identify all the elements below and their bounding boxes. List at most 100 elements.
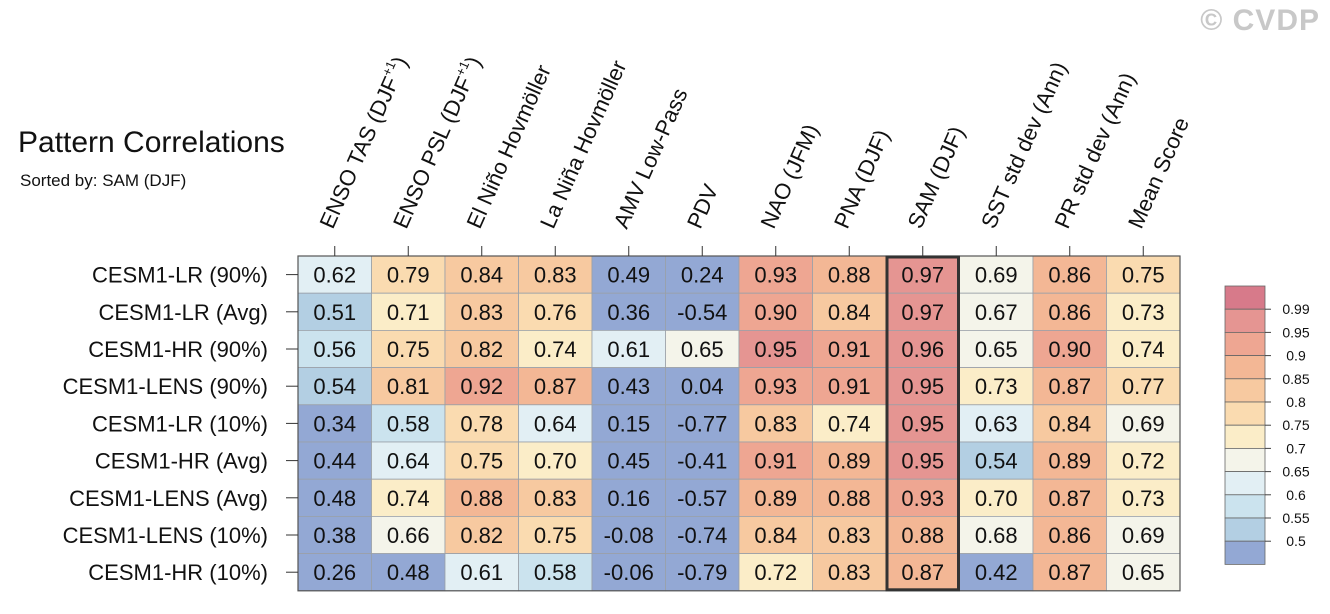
cell-value-label: 0.97 (901, 263, 944, 288)
cell-value-label: 0.72 (1122, 449, 1165, 474)
heatmap-cell (1106, 329, 1181, 368)
cell-value-label: 0.66 (387, 523, 430, 548)
cell-value-label: 0.58 (534, 560, 577, 585)
colorbar-swatch (1224, 471, 1266, 496)
heatmap-cell (959, 553, 1034, 592)
heatmap-cell (591, 441, 666, 480)
heatmap-cell (518, 516, 593, 555)
cell-value-label: 0.42 (975, 560, 1018, 585)
cell-value-label: 0.86 (1048, 523, 1091, 548)
heatmap-cell (371, 255, 446, 294)
colorbar-label: 0.5 (1286, 533, 1306, 549)
column-label: NAO (JFM) (755, 120, 823, 232)
heatmap-cell (1032, 292, 1107, 331)
colorbar-label: 0.55 (1282, 510, 1309, 526)
cell-value-label: 0.93 (754, 263, 797, 288)
heatmap-cell (1106, 516, 1181, 555)
chart-subtitle: Sorted by: SAM (DJF) (20, 171, 187, 190)
cell-value-label: 0.89 (828, 449, 871, 474)
heatmap-cell (1106, 553, 1181, 592)
row-label: CESM1-HR (90%) (88, 337, 268, 362)
cell-value-label: 0.43 (607, 374, 650, 399)
watermark: © CVDP (1200, 4, 1320, 37)
heatmap-cell (665, 367, 740, 406)
heatmap-cell (1032, 478, 1107, 517)
cell-value-label: 0.91 (828, 374, 871, 399)
row-label: CESM1-LENS (10%) (63, 523, 268, 548)
heatmap-cell (959, 441, 1034, 480)
heatmap-cell (665, 441, 740, 480)
cell-value-label: 0.44 (313, 449, 356, 474)
heatmap-cell (1032, 404, 1107, 443)
cell-value-label: 0.73 (1122, 300, 1165, 325)
cell-value-label: 0.83 (828, 560, 871, 585)
column-label: SAM (DJF) (902, 123, 969, 233)
row-label: CESM1-HR (Avg) (95, 449, 268, 474)
heatmap-cell (518, 478, 593, 517)
column-label: Mean Score (1123, 113, 1194, 232)
heatmap-cell (885, 478, 960, 517)
cell-value-label: -0.41 (677, 449, 727, 474)
colorbar-label: 0.65 (1282, 464, 1309, 480)
heatmap-cell (665, 404, 740, 443)
cell-value-label: 0.75 (387, 337, 430, 362)
heatmap-cell (1032, 255, 1107, 294)
cell-value-label: 0.24 (681, 263, 724, 288)
cell-value-label: 0.68 (975, 523, 1018, 548)
row-label: CESM1-LR (10%) (92, 411, 268, 436)
cell-value-label: 0.90 (1048, 337, 1091, 362)
heatmap-cell (885, 516, 960, 555)
heatmap-cell (371, 478, 446, 517)
cell-value-label: 0.75 (534, 523, 577, 548)
heatmap-cell (444, 329, 519, 368)
heatmap-cell (1106, 404, 1181, 443)
heatmap-cell (518, 441, 593, 480)
cell-value-label: 0.56 (313, 337, 356, 362)
cell-value-label: 0.51 (313, 300, 356, 325)
cell-value-label: 0.95 (754, 337, 797, 362)
row-label: CESM1-LENS (Avg) (69, 486, 268, 511)
cell-value-label: 0.88 (828, 486, 871, 511)
highlight-column-box (885, 255, 960, 592)
heatmap-cell (591, 404, 666, 443)
cell-value-label: 0.90 (754, 300, 797, 325)
heatmap-cell (297, 404, 372, 443)
cell-value-label: 0.26 (313, 560, 356, 585)
cell-value-label: 0.88 (828, 263, 871, 288)
column-label: AMV Low-Pass (608, 84, 692, 232)
cell-value-label: 0.62 (313, 263, 356, 288)
cell-value-label: 0.95 (901, 449, 944, 474)
colorbar-swatch (1224, 447, 1266, 472)
heatmap-cell (591, 478, 666, 517)
cell-value-label: 0.83 (460, 300, 503, 325)
heatmap-cell (885, 292, 960, 331)
colorbar-label: 0.7 (1286, 440, 1306, 456)
cell-value-label: 0.70 (534, 449, 577, 474)
cell-value-label: 0.87 (1048, 560, 1091, 585)
heatmap-cell (591, 553, 666, 592)
cell-value-label: -0.77 (677, 411, 727, 436)
heatmap-cell (1032, 553, 1107, 592)
cell-value-label: 0.88 (460, 486, 503, 511)
cell-value-label: 0.48 (313, 486, 356, 511)
cell-value-label: 0.65 (681, 337, 724, 362)
colorbar-label: 0.8 (1286, 394, 1306, 410)
cell-value-label: 0.96 (901, 337, 944, 362)
cell-value-label: 0.83 (534, 263, 577, 288)
heatmap-cell (665, 553, 740, 592)
colorbar-label: 0.85 (1282, 371, 1309, 387)
heatmap-cell (738, 441, 813, 480)
cell-value-label: 0.65 (975, 337, 1018, 362)
heatmap-cell (812, 441, 887, 480)
heatmap-cell (371, 441, 446, 480)
heatmap-cell (297, 292, 372, 331)
cell-value-label: 0.54 (975, 449, 1018, 474)
cell-value-label: 0.61 (607, 337, 650, 362)
colorbar-label: 0.9 (1286, 348, 1306, 364)
cell-value-label: 0.83 (828, 523, 871, 548)
cell-value-label: 0.49 (607, 263, 650, 288)
cell-value-label: -0.79 (677, 560, 727, 585)
column-label: PR std dev (Ann) (1049, 69, 1140, 232)
cell-value-label: 0.71 (387, 300, 430, 325)
cell-value-label: 0.64 (534, 411, 577, 436)
